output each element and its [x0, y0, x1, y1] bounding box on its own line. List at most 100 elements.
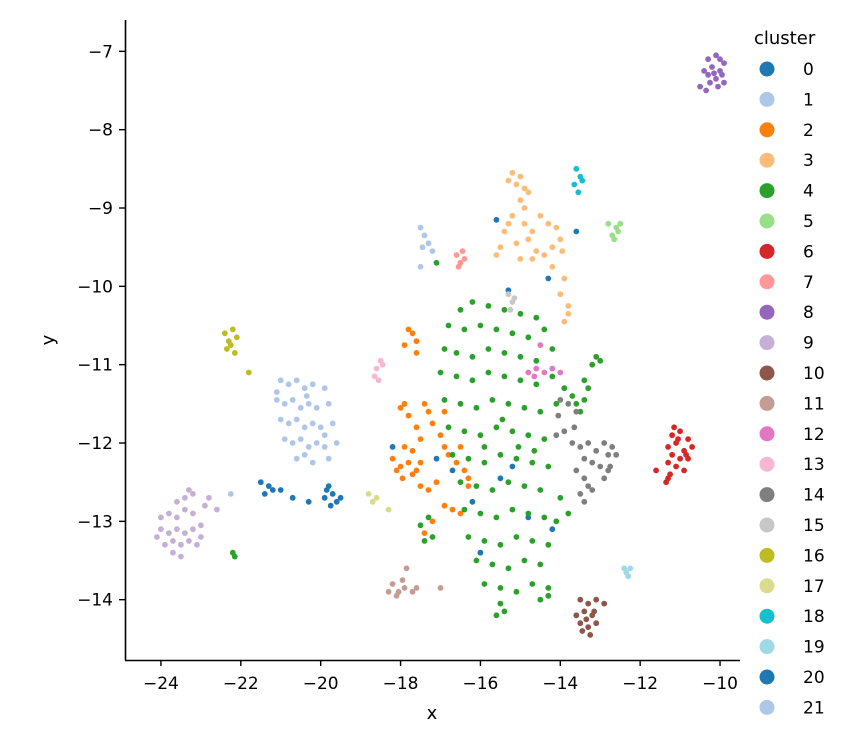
cluster-4-point: [445, 322, 452, 329]
cluster-4-point: [505, 400, 512, 407]
cluster-3-point: [517, 197, 524, 204]
cluster-4-point: [569, 393, 576, 399]
cluster-14-point: [581, 498, 588, 505]
cluster-6-point: [673, 463, 679, 470]
x-axis-ticks: −24 −22 −20 −18 −16 −14 −12 −10: [143, 660, 738, 694]
cluster-4-point: [529, 581, 536, 587]
cluster-3-point: [517, 256, 524, 262]
cluster-4-point: [501, 306, 508, 313]
legend-label: 8: [803, 303, 814, 323]
cluster-13-point: [379, 361, 386, 368]
cluster-3-point: [561, 318, 568, 325]
cluster-4-point: [437, 369, 444, 376]
cluster-14-point: [569, 440, 576, 446]
legend-label: 6: [803, 242, 814, 262]
cluster-4-point: [531, 447, 538, 454]
cluster-4-point: [515, 444, 522, 450]
cluster-4-point: [545, 463, 552, 470]
cluster-14-point: [557, 397, 564, 403]
cluster-6-point: [675, 436, 681, 442]
cluster-5-point: [605, 220, 612, 227]
cluster-8-point: [707, 79, 713, 86]
cluster-4-point: [481, 581, 488, 587]
cluster-2-point: [429, 420, 436, 427]
cluster-4-point: [501, 608, 508, 615]
cluster-4-point: [517, 353, 524, 360]
cluster-2-point: [465, 483, 472, 489]
legend-marker: [759, 669, 775, 685]
legend-marker: [759, 243, 775, 259]
y-axis-label: y: [38, 334, 59, 345]
cluster-3-point: [509, 169, 516, 176]
cluster-0-point: [449, 467, 456, 474]
cluster-4-point: [525, 334, 532, 341]
cluster-13-point: [373, 365, 380, 372]
cluster-4-point: [493, 326, 500, 333]
cluster-4-point: [525, 510, 532, 517]
cluster-8-point: [711, 70, 717, 77]
cluster-8-point: [719, 71, 725, 78]
cluster-2-point: [441, 408, 448, 415]
cluster-3-point: [521, 185, 528, 192]
cluster-4-point: [469, 377, 476, 384]
cluster-2-point: [405, 412, 412, 419]
cluster-19-point: [627, 565, 634, 572]
legend-marker: [759, 365, 775, 381]
cluster-10-point: [585, 600, 592, 607]
cluster-4-point: [541, 514, 548, 521]
cluster-0-point: [509, 463, 516, 470]
cluster-4-point: [421, 538, 428, 544]
cluster-9-point: [154, 534, 160, 540]
cluster-21-point: [281, 400, 288, 407]
legend-marker: [759, 426, 775, 442]
cluster-3-point: [565, 310, 572, 317]
cluster-14-point: [581, 455, 588, 462]
cluster-9-point: [166, 510, 172, 517]
cluster-15-point: [511, 295, 518, 301]
cluster-4-point: [589, 361, 596, 368]
cluster-9-point: [198, 534, 204, 540]
cluster-4-point: [445, 424, 452, 431]
legend-label: 15: [803, 516, 825, 536]
cluster-9-point: [158, 526, 164, 533]
cluster-6-point: [683, 451, 689, 458]
cluster-16-point: [231, 350, 238, 356]
cluster-4-point: [581, 377, 588, 384]
cluster-2-point: [457, 510, 464, 517]
cluster-4-point: [549, 373, 556, 380]
cluster-10-point: [593, 620, 600, 627]
cluster-20-point: [257, 479, 264, 486]
cluster-11-point: [403, 565, 410, 572]
cluster-14-point: [573, 467, 580, 474]
cluster-2-point: [465, 475, 472, 482]
cluster-6-point: [669, 432, 675, 439]
cluster-7-point: [459, 248, 466, 255]
cluster-21-point: [285, 381, 292, 388]
cluster-20-point: [323, 487, 330, 493]
cluster-20-point: [321, 494, 328, 501]
cluster-21-point: [227, 491, 234, 497]
cluster-1-point: [429, 248, 436, 255]
cluster-14-point: [577, 444, 584, 450]
cluster-8-point: [713, 52, 719, 59]
cluster-21-point: [297, 404, 304, 411]
cluster-4-point: [425, 514, 432, 521]
x-tick-label: −12: [622, 674, 658, 694]
cluster-12-point: [531, 373, 538, 380]
cluster-2-point: [413, 338, 420, 345]
cluster-9-point: [174, 526, 180, 533]
legend-marker: [759, 578, 775, 594]
cluster-13-point: [371, 373, 378, 380]
cluster-4-point: [521, 557, 528, 564]
cluster-4-point: [577, 408, 584, 415]
cluster-8-point: [709, 64, 715, 70]
cluster-4-point: [565, 510, 572, 517]
cluster-2-point: [413, 350, 420, 356]
cluster-20-point: [269, 487, 276, 493]
cluster-2-point: [421, 400, 428, 407]
cluster-3-point: [513, 240, 520, 247]
cluster-21-point: [325, 455, 332, 462]
cluster-14-point: [553, 432, 560, 439]
cluster-15-point: [507, 306, 514, 313]
cluster-3-point: [505, 220, 512, 227]
